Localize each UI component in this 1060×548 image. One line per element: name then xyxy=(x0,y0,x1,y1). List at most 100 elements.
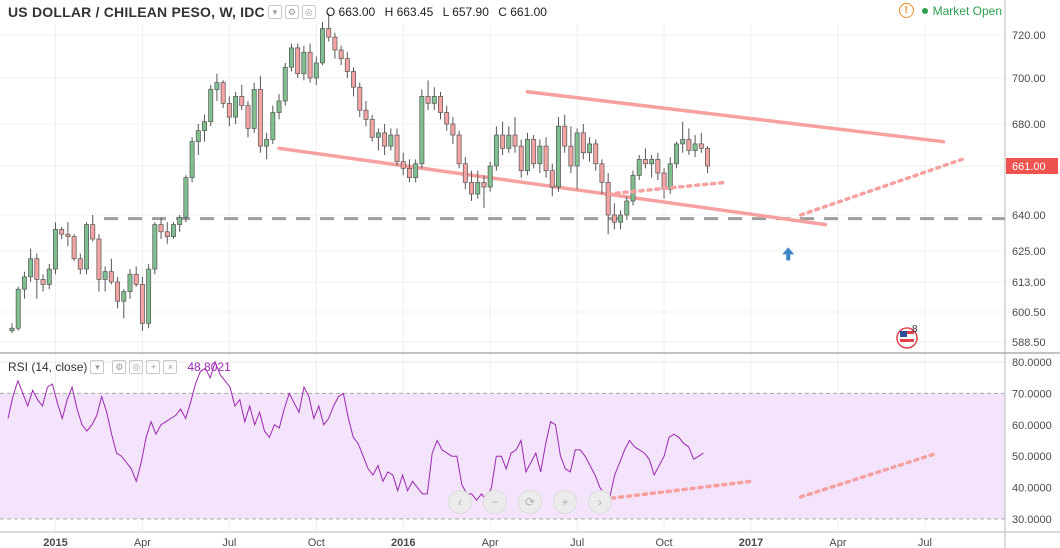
candle-down xyxy=(108,271,114,283)
candle xyxy=(413,159,419,183)
price-tick-label: 680.00 xyxy=(1012,119,1046,131)
candle xyxy=(214,73,220,101)
candle xyxy=(320,22,325,66)
time-tick-label: Apr xyxy=(482,537,499,548)
candle-up xyxy=(146,268,152,324)
candle-up xyxy=(556,125,561,188)
last-price-label: 661.00 xyxy=(1012,161,1046,173)
scroll-right-button[interactable]: › xyxy=(588,490,612,514)
candle-down xyxy=(158,224,164,233)
candle xyxy=(121,289,127,319)
candle xyxy=(487,161,493,192)
price-tick-label: 588.50 xyxy=(1012,337,1046,349)
candle-down xyxy=(444,112,450,125)
candle xyxy=(164,222,170,244)
candle-up xyxy=(202,121,207,131)
candle-up xyxy=(189,141,195,179)
candle-up xyxy=(84,224,89,270)
scroll-left-button[interactable]: ‹ xyxy=(448,490,472,514)
candle xyxy=(127,269,133,299)
candle xyxy=(469,170,474,201)
settings-icon[interactable]: ⚙ xyxy=(112,360,127,374)
chart-header: US DOLLAR / CHILEAN PESO, W, IDC ▾ ⚙ ◎ O… xyxy=(8,4,553,20)
candle-up xyxy=(649,159,655,165)
candle xyxy=(351,67,357,97)
candle-down xyxy=(351,71,357,88)
logo-badge: 8 xyxy=(912,324,918,335)
candle-up xyxy=(177,217,183,225)
candle xyxy=(556,117,561,192)
candle-down xyxy=(611,214,617,223)
candle xyxy=(282,62,288,106)
candle-up xyxy=(15,288,21,329)
candle-down xyxy=(500,134,506,149)
candle xyxy=(394,128,400,166)
candle xyxy=(512,117,518,153)
price-trend-dotted xyxy=(606,180,728,196)
warning-icon[interactable]: ! xyxy=(898,3,914,18)
settings-icon[interactable]: ⚙ xyxy=(284,5,299,19)
candle xyxy=(46,263,52,290)
chevron-down-icon[interactable]: ▾ xyxy=(90,360,105,374)
candle-up xyxy=(270,112,276,140)
candle xyxy=(65,222,71,247)
candle xyxy=(257,75,263,153)
candle-up xyxy=(692,143,698,151)
candle xyxy=(574,128,580,190)
status-dot-icon xyxy=(921,7,928,14)
candle xyxy=(220,80,226,108)
zoom-out-button[interactable]: − xyxy=(483,490,507,514)
rsi-title[interactable]: RSI (14, close) xyxy=(8,360,88,374)
candle xyxy=(611,203,617,230)
candle-up xyxy=(289,47,294,68)
candle xyxy=(518,139,524,178)
candle-up xyxy=(233,96,239,118)
candle xyxy=(388,128,394,151)
candle xyxy=(481,175,487,208)
price-tick-label: 700.00 xyxy=(1012,73,1046,85)
candle xyxy=(208,84,214,127)
chevron-down-icon[interactable]: ▾ xyxy=(267,5,282,19)
candle xyxy=(593,139,599,171)
candle xyxy=(171,222,176,239)
candle-up xyxy=(46,268,52,285)
candle-down xyxy=(518,145,524,172)
candle-down xyxy=(406,167,412,179)
candle xyxy=(276,94,282,120)
candle-up xyxy=(171,224,176,237)
candle-down xyxy=(239,96,245,106)
candle xyxy=(438,91,443,120)
candle xyxy=(630,170,636,206)
candle-up xyxy=(102,271,108,280)
market-status[interactable]: ! Market Open xyxy=(898,3,1002,18)
ohlc-values: O 663.00 H 663.45 L 657.90 C 661.00 xyxy=(326,5,553,19)
close-icon[interactable]: × xyxy=(163,360,178,374)
candle-down xyxy=(295,47,301,75)
candle-up xyxy=(624,200,630,216)
flag-logo-icon[interactable]: 8 xyxy=(896,324,918,349)
add-icon[interactable]: + xyxy=(146,360,161,374)
hide-icon[interactable]: ◎ xyxy=(129,360,144,374)
candle xyxy=(133,266,139,287)
candle-down xyxy=(326,28,332,38)
candle-up xyxy=(21,276,27,290)
symbol-title[interactable]: US DOLLAR / CHILEAN PESO, W, IDC xyxy=(8,4,265,20)
candle xyxy=(674,141,679,169)
candle-up xyxy=(301,51,307,75)
zoom-in-button[interactable]: + xyxy=(553,490,577,514)
candle xyxy=(245,101,251,138)
candle-down xyxy=(96,238,102,280)
candle-up xyxy=(313,62,319,79)
candle xyxy=(40,274,46,292)
candle xyxy=(375,128,381,151)
candle xyxy=(90,215,96,242)
rsi-tick-label: 70.0000 xyxy=(1012,388,1052,400)
candle-down xyxy=(456,134,462,165)
last-price-tag: 661.00 xyxy=(1006,158,1058,174)
candle xyxy=(152,222,158,275)
candle-down xyxy=(531,139,537,165)
reset-button[interactable]: ⟳ xyxy=(518,490,542,514)
hide-icon[interactable]: ◎ xyxy=(301,5,316,19)
candle xyxy=(295,43,301,78)
